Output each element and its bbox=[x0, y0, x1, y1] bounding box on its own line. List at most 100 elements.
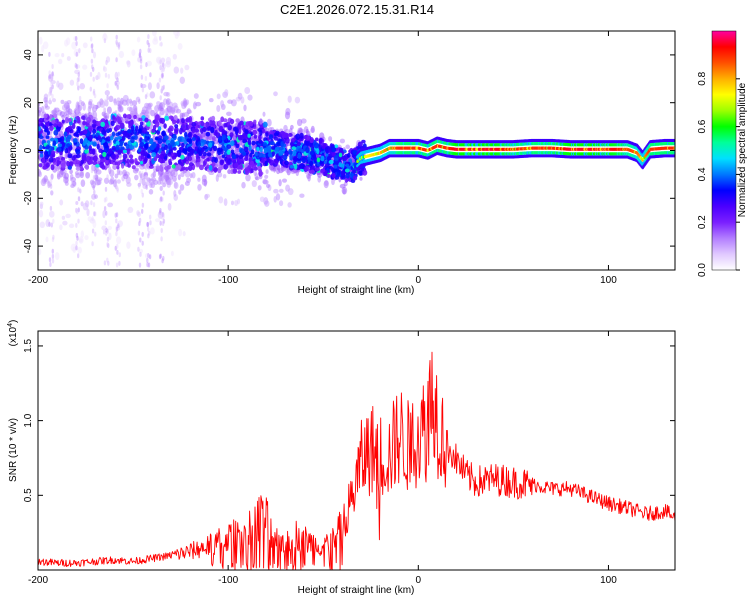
heatmap-cell bbox=[224, 89, 229, 96]
heatmap-cell bbox=[290, 124, 294, 130]
heatmap-cell bbox=[147, 262, 151, 268]
heatmap-cell bbox=[49, 125, 54, 131]
heatmap-cell bbox=[38, 209, 44, 218]
heatmap-cell bbox=[357, 141, 363, 147]
heatmap-cell bbox=[226, 121, 231, 126]
heatmap-cell bbox=[165, 98, 171, 105]
heatmap-cell bbox=[340, 170, 346, 177]
heatmap-cell bbox=[140, 154, 145, 160]
heatmap-cell bbox=[119, 122, 125, 130]
heatmap-cell bbox=[45, 219, 50, 228]
heatmap-cell bbox=[84, 235, 89, 241]
heatmap-cell bbox=[75, 148, 81, 155]
heatmap-cell bbox=[137, 138, 140, 144]
heatmap-cell bbox=[183, 97, 187, 106]
heatmap-cell bbox=[90, 168, 94, 174]
heatmap-cell bbox=[148, 230, 151, 236]
heatmap-cell bbox=[145, 184, 148, 190]
heatmap-cell bbox=[314, 167, 320, 172]
heatmap-cell bbox=[138, 171, 141, 177]
heatmap-cell bbox=[241, 181, 246, 189]
heatmap-cell bbox=[273, 195, 277, 203]
heatmap-cell bbox=[142, 147, 146, 153]
heatmap-cell bbox=[90, 200, 93, 206]
heatmap-cell bbox=[77, 187, 80, 193]
heatmap-cell bbox=[289, 154, 294, 161]
heatmap-cell bbox=[108, 232, 112, 241]
heatmap-cell bbox=[165, 60, 172, 68]
heatmap-cell bbox=[116, 116, 122, 123]
heatmap-cell bbox=[185, 156, 190, 162]
heatmap-cell bbox=[106, 128, 110, 134]
heatmap-cell bbox=[247, 94, 253, 101]
heatmap-cell bbox=[149, 72, 152, 78]
heatmap-cell bbox=[159, 208, 162, 213]
heatmap-cell bbox=[139, 172, 145, 181]
heatmap-cell bbox=[313, 142, 319, 149]
heatmap-cell bbox=[66, 56, 71, 61]
heatmap-cell bbox=[105, 153, 110, 161]
heatmap-cell bbox=[168, 107, 172, 116]
heatmap-cell bbox=[265, 169, 269, 174]
heatmap-cell bbox=[160, 236, 163, 242]
heatmap-cell bbox=[127, 206, 134, 213]
heatmap-cell bbox=[122, 113, 127, 119]
heatmap-cell bbox=[205, 121, 210, 128]
heatmap-cell bbox=[117, 223, 120, 229]
heatmap-cell bbox=[141, 231, 144, 237]
heatmap-cell bbox=[230, 200, 235, 206]
heatmap-cell bbox=[137, 56, 142, 63]
heatmap-cell bbox=[106, 106, 112, 114]
heatmap-cell bbox=[92, 66, 95, 72]
heatmap-cell bbox=[281, 178, 288, 183]
heatmap-cell bbox=[127, 134, 131, 140]
heatmap-cell bbox=[289, 164, 295, 169]
heatmap-cell bbox=[298, 163, 304, 169]
heatmap-cell bbox=[82, 141, 86, 146]
heatmap-cell bbox=[126, 60, 131, 68]
heatmap-cell bbox=[234, 162, 239, 168]
heatmap-cell bbox=[159, 110, 162, 116]
heatmap-cell bbox=[193, 93, 199, 99]
heatmap-cell bbox=[114, 245, 118, 251]
heatmap-cell bbox=[191, 121, 197, 127]
heatmap-cell bbox=[253, 119, 257, 125]
heatmap-cell bbox=[139, 121, 144, 126]
heatmap-cell bbox=[258, 152, 264, 158]
heatmap-cell bbox=[172, 53, 177, 60]
heatmap-cell bbox=[139, 56, 143, 61]
heatmap-cell bbox=[250, 149, 255, 155]
heatmap-cell bbox=[143, 143, 149, 149]
heatmap-cell bbox=[107, 202, 114, 208]
heatmap-cell bbox=[164, 115, 170, 121]
heatmap-cell bbox=[102, 66, 108, 72]
heatmap-cell bbox=[75, 160, 81, 165]
heatmap-cell bbox=[79, 83, 86, 90]
heatmap-cell bbox=[74, 36, 78, 41]
heatmap-cell bbox=[48, 70, 51, 76]
heatmap-cell bbox=[292, 149, 297, 157]
heatmap-cell bbox=[259, 118, 263, 125]
heatmap-cell bbox=[267, 152, 273, 158]
heatmap-cell bbox=[91, 123, 97, 128]
heatmap-cell bbox=[115, 34, 118, 40]
heatmap-cell bbox=[104, 220, 108, 226]
heatmap-cell bbox=[115, 218, 118, 224]
heatmap-cell bbox=[77, 246, 82, 254]
heatmap-cell bbox=[110, 120, 115, 127]
heatmap-cell bbox=[299, 193, 305, 198]
heatmap-cell bbox=[92, 51, 97, 59]
heatmap-cell bbox=[244, 146, 249, 153]
heatmap-cell bbox=[143, 111, 149, 117]
heatmap-cell bbox=[197, 184, 202, 191]
heatmap-cell bbox=[141, 240, 144, 246]
heatmap-cell bbox=[195, 101, 202, 107]
heatmap-cell bbox=[237, 123, 242, 130]
heatmap-cell bbox=[79, 188, 82, 194]
heatmap-cell bbox=[51, 71, 54, 77]
heatmap-cell bbox=[276, 141, 282, 147]
heatmap-cell bbox=[287, 202, 292, 208]
heatmap-cell bbox=[94, 173, 97, 178]
heatmap-cell bbox=[161, 221, 165, 226]
heatmap-cell bbox=[162, 66, 165, 72]
